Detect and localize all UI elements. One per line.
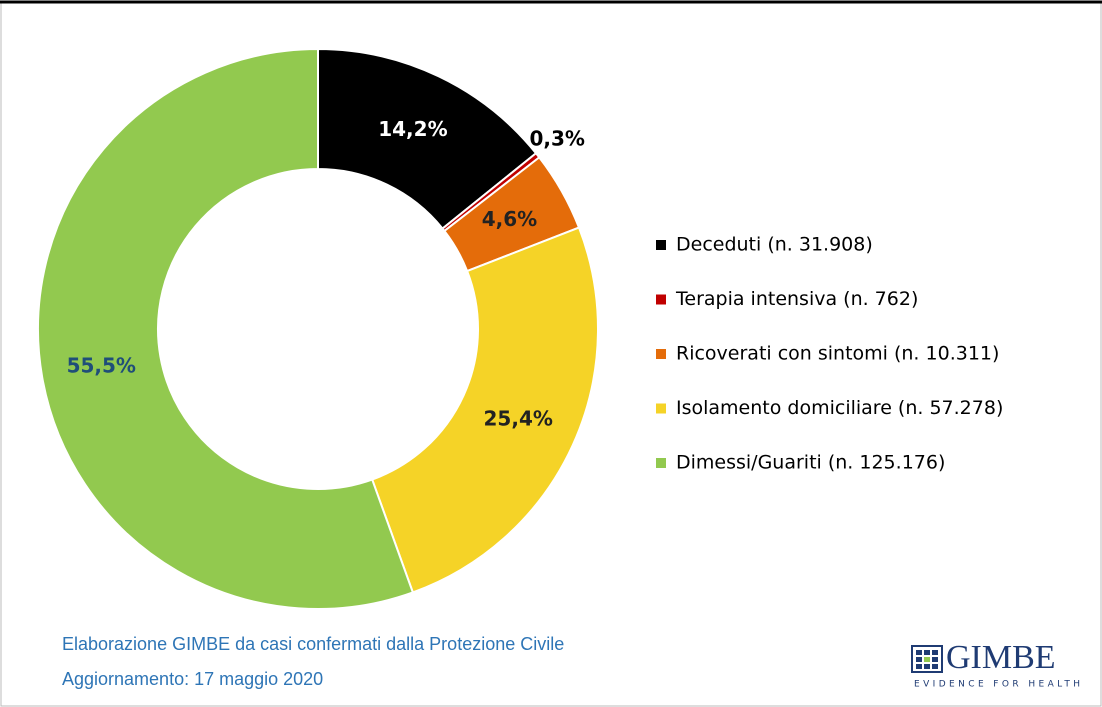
legend-label: Dimessi/Guariti (n. 125.176): [676, 452, 945, 474]
logo-icon: [911, 645, 943, 673]
footnote: Elaborazione GIMBE da casi confermati da…: [62, 634, 564, 654]
value-label: 4,6%: [482, 207, 537, 231]
legend-swatch: [656, 240, 666, 250]
value-label: 14,2%: [378, 117, 447, 141]
legend-swatch: [656, 403, 666, 414]
legend: Deceduti (n. 31.908) Terapia intensiva (n…: [656, 234, 1003, 474]
legend-label: Ricoverati con sintomi (n. 10.311): [676, 343, 999, 365]
legend-label: Terapia intensiva (n. 762): [675, 288, 918, 310]
legend-swatch: [656, 458, 666, 468]
footnote: Aggiornamento: 17 maggio 2020: [62, 669, 323, 689]
logo-name: GIMBE: [946, 639, 1056, 676]
legend-label: Isolamento domiciliare (n. 57.278): [676, 397, 1003, 419]
value-label: 0,3%: [529, 126, 584, 150]
logo: GIMBE EVIDENCE FOR HEALTH: [911, 639, 1080, 690]
legend-label: Deceduti (n. 31.908): [676, 234, 873, 256]
legend-swatch: [656, 349, 666, 359]
value-label: 25,4%: [484, 407, 553, 431]
logo-tagline: EVIDENCE FOR HEALTH: [914, 680, 1080, 690]
donut: 14,2% 0,3% 4,6% 25,4% 55,5%: [37, 47, 599, 610]
value-label: 55,5%: [67, 353, 136, 377]
donut-segment: [370, 226, 599, 594]
legend-swatch: [656, 294, 666, 305]
donut-segment: [37, 47, 415, 610]
